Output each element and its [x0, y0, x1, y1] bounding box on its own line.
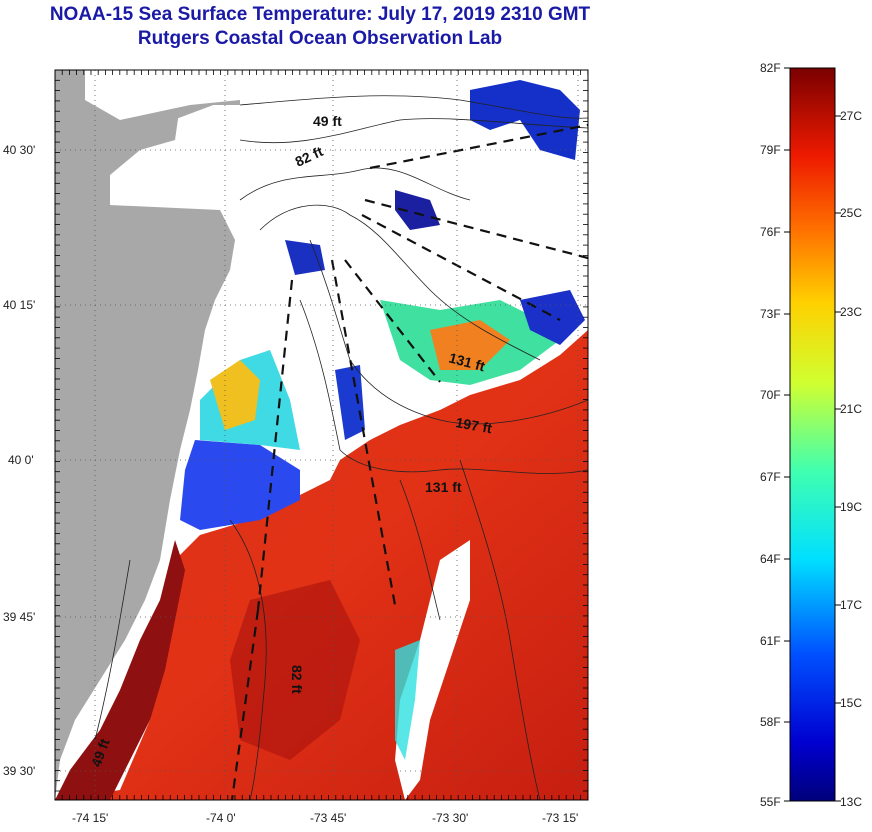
cold-patch-mid	[395, 190, 440, 230]
depth-label-197ft: 197 ft	[454, 414, 493, 436]
offshore-front-orange	[430, 320, 510, 370]
cloud-streak	[395, 540, 470, 800]
colorbar-f-70: 70F	[760, 388, 781, 402]
colorbar-c-19: 19C	[840, 500, 862, 514]
colorbar-f-73: 73F	[760, 307, 781, 321]
cold-patch-channel	[285, 240, 325, 275]
lon-label-73-30: -73 30'	[432, 811, 468, 825]
colorbar-f-67: 67F	[760, 470, 781, 484]
colorbar-f-79: 79F	[760, 143, 781, 157]
hot-nearshore-area	[55, 540, 185, 800]
map-subtitle: Rutgers Coastal Ocean Observation Lab	[137, 28, 503, 49]
colorbar-ticks	[784, 67, 841, 802]
colorbar-f-55: 55F	[760, 795, 781, 809]
frame-ticks	[54, 69, 589, 800]
lon-label-74-15: -74 15'	[72, 811, 108, 825]
colorbar-f-61: 61F	[760, 634, 781, 648]
depth-label-131ft-south: 131 ft	[425, 479, 462, 495]
graticule	[55, 70, 588, 800]
cloud-streak-cyan	[395, 640, 420, 760]
colorbar-c-17: 17C	[840, 598, 862, 612]
map-title: NOAA-15 Sea Surface Temperature: July 17…	[49, 4, 591, 25]
cold-patch-northeast	[470, 80, 580, 160]
lat-label-40-30: 40 30'	[3, 143, 35, 157]
colorbar-c-15: 15C	[840, 696, 862, 710]
yellow-front	[210, 360, 260, 430]
lon-label-74-0: -74 0'	[206, 811, 236, 825]
colorbar-c-13: 13C	[840, 795, 862, 809]
lat-label-39-45: 39 45'	[3, 610, 35, 624]
depth-label-49ft-north: 49 ft	[313, 113, 342, 129]
depth-label-82ft-south: 82 ft	[289, 665, 305, 694]
colorbar-c-21: 21C	[840, 402, 862, 416]
land-new-jersey	[55, 70, 240, 800]
lon-label-73-15: -73 15'	[542, 811, 578, 825]
colorbar-f-58: 58F	[760, 715, 781, 729]
cool-nearshore-water	[180, 440, 300, 530]
lat-label-39-30: 39 30'	[3, 764, 35, 778]
colorbar-c-23: 23C	[840, 305, 862, 319]
cold-patch-east	[520, 290, 585, 345]
colorbar-f-76: 76F	[760, 225, 781, 239]
lon-label-73-45: -73 45'	[310, 811, 346, 825]
lat-label-40-0: 40 0'	[8, 453, 34, 467]
transect-lines	[230, 123, 588, 800]
colorbar-f-82: 82F	[760, 61, 781, 75]
colorbar-c-25: 25C	[840, 206, 862, 220]
lat-label-40-15: 40 15'	[3, 298, 35, 312]
hot-offshore-patch	[230, 580, 360, 760]
warm-water-area	[55, 330, 588, 800]
colorbar-gradient	[789, 67, 836, 802]
colorbar-c-27: 27C	[840, 109, 862, 123]
cold-patch-center	[335, 365, 365, 440]
colorbar-f-64: 64F	[760, 552, 781, 566]
cloud-over-coast	[85, 70, 240, 120]
bathymetry-contours	[94, 95, 588, 800]
